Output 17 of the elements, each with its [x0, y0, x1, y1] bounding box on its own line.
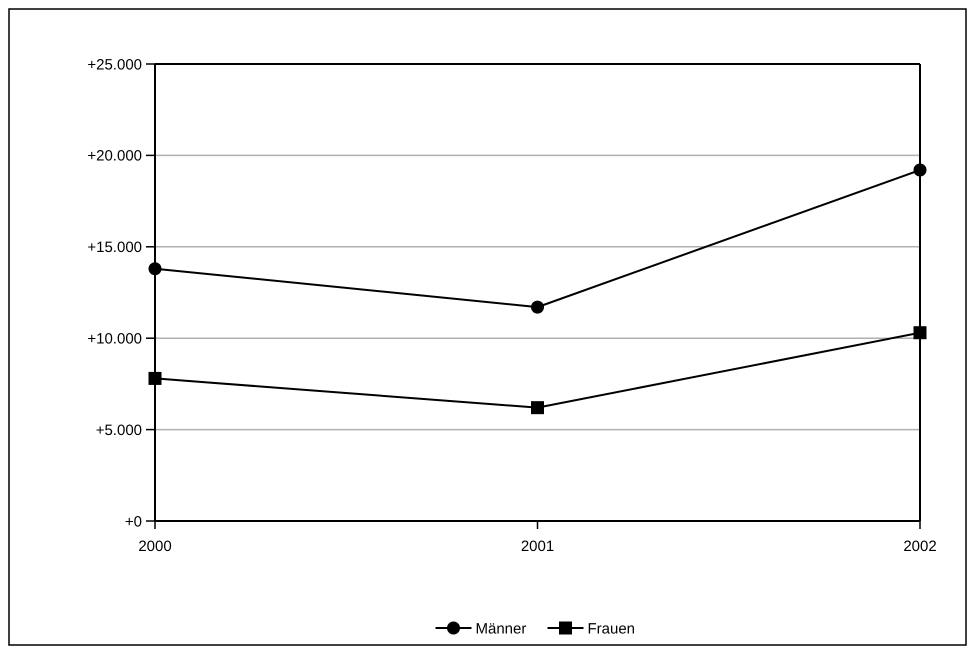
- y-tick-label: +20.000: [87, 148, 142, 165]
- point: [531, 401, 544, 414]
- point: [148, 262, 162, 276]
- y-tick-label: +5.000: [96, 422, 142, 439]
- legend-label: Männer: [476, 620, 526, 638]
- point: [148, 372, 162, 385]
- y-tick-label: +10.000: [87, 330, 142, 348]
- x-tick-label: 2001: [520, 538, 554, 555]
- x-tick-label: 2002: [903, 538, 937, 555]
- x-tick-label: 2000: [138, 538, 172, 555]
- legend-label: Frauen: [588, 620, 636, 638]
- y-tick-label: +15.000: [87, 239, 142, 256]
- point: [914, 164, 926, 177]
- point: [914, 326, 926, 340]
- y-tick-label: +25.000: [87, 56, 142, 74]
- y-tick-label: +0: [124, 513, 142, 530]
- point: [531, 300, 544, 314]
